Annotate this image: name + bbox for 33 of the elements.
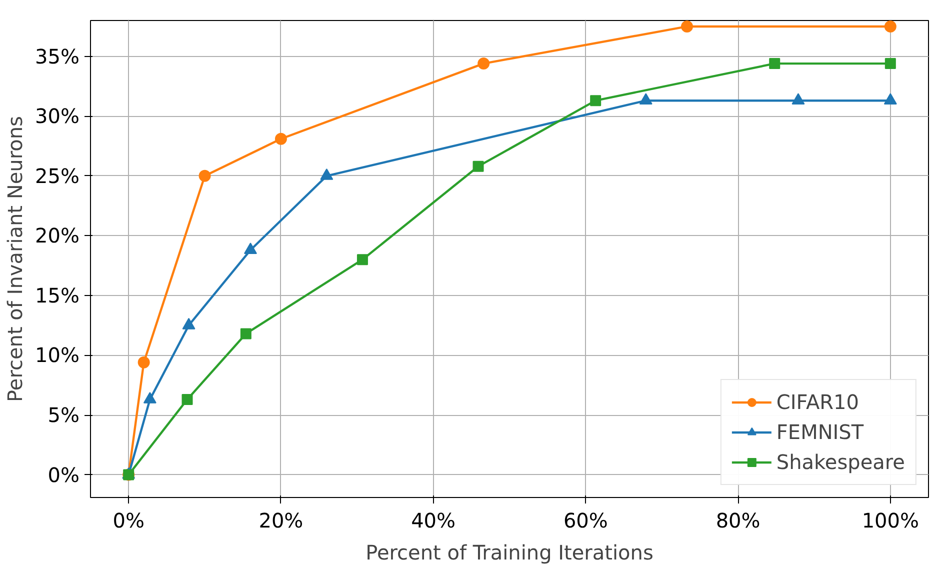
point — [884, 20, 896, 32]
point — [274, 132, 287, 145]
y-tick-label: 5% — [48, 403, 80, 428]
legend-label: Shakespeare — [776, 450, 905, 474]
y-tick-label: 20% — [35, 224, 80, 248]
point — [198, 170, 211, 182]
point — [472, 160, 484, 172]
y-tick-label: 35% — [35, 44, 80, 68]
point — [769, 58, 780, 70]
point — [356, 254, 368, 266]
x-axis-title: Percent of Training Iterations — [366, 540, 654, 564]
point — [681, 20, 694, 32]
x-tick-label: 100% — [862, 508, 920, 532]
x-tick-label: 40% — [411, 508, 456, 532]
x-tick-label: 0% — [112, 508, 144, 532]
point — [182, 394, 193, 405]
point — [884, 58, 896, 70]
y-tick-label: 0% — [48, 462, 80, 487]
y-axis-title: Percent of Invariant Neurons — [3, 116, 28, 402]
point — [478, 58, 490, 70]
y-tick-label: 25% — [35, 164, 80, 188]
x-tick-label: 80% — [716, 508, 760, 532]
point — [143, 392, 156, 404]
x-tick-label: 60% — [563, 508, 608, 532]
legend-label: CIFAR10 — [776, 390, 859, 414]
x-tick-label: 20% — [258, 508, 304, 532]
y-tick-label: 30% — [35, 104, 80, 128]
point — [240, 328, 252, 340]
point — [590, 95, 602, 106]
legend-label: FEMNIST — [776, 420, 864, 444]
y-tick-label: 10% — [35, 343, 80, 368]
point — [138, 356, 150, 368]
y-tick-label: 15% — [35, 283, 80, 308]
